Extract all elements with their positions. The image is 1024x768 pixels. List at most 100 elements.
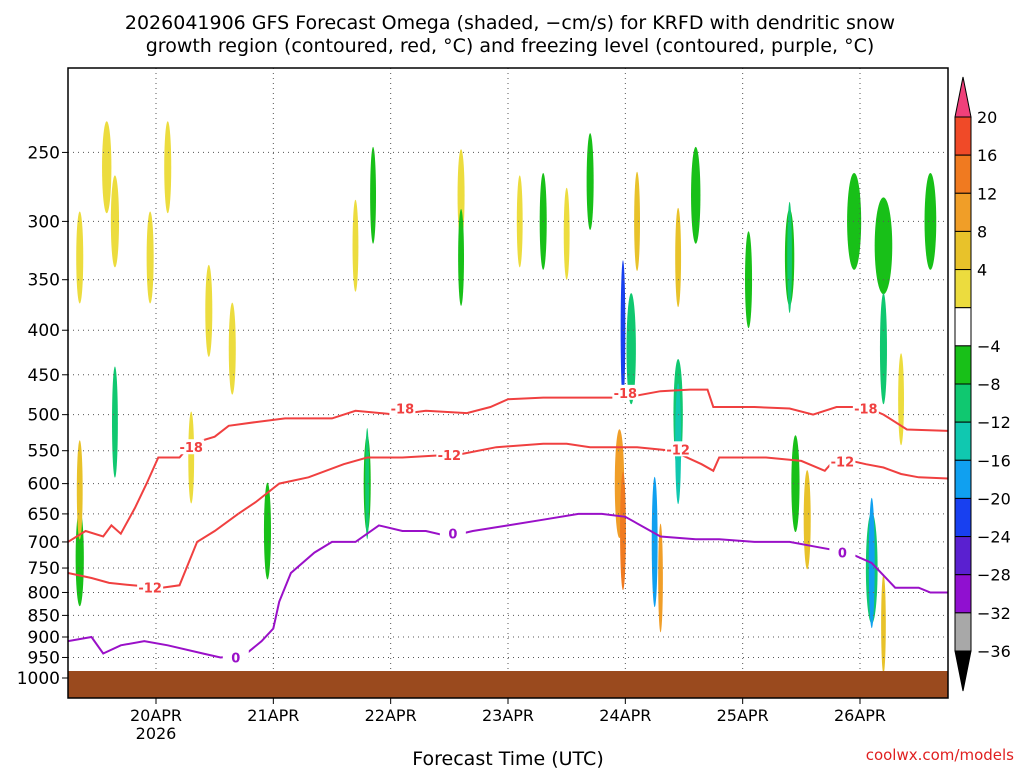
contour-label: -12 xyxy=(438,449,462,464)
omega-cell xyxy=(102,121,112,214)
colorbar-label: −36 xyxy=(977,642,1011,661)
omega-cell xyxy=(675,207,682,308)
y-tick-label: 950 xyxy=(28,648,60,668)
omega-cell xyxy=(188,411,195,504)
colorbar-segment xyxy=(954,612,972,652)
contour-label: -12 xyxy=(831,456,855,471)
omega-cell xyxy=(847,172,862,270)
y-tick-label: 550 xyxy=(28,442,60,462)
contour-label-bg xyxy=(612,384,639,400)
omega-cell xyxy=(924,172,937,270)
colorbar-segment xyxy=(954,421,972,461)
contour-label-bg xyxy=(389,400,416,416)
credit-text: coolwx.com/models xyxy=(866,746,1014,764)
colorbar-segment xyxy=(954,269,972,309)
y-tick-label: 250 xyxy=(28,143,60,163)
omega-cell xyxy=(803,470,811,570)
contour-label-bg xyxy=(439,525,466,541)
colorbar-label: −12 xyxy=(977,413,1011,432)
y-tick-label: 450 xyxy=(28,366,60,386)
colorbar-label: −28 xyxy=(977,566,1011,585)
contour-label-bg xyxy=(137,579,164,595)
colorbar-segment xyxy=(954,574,972,614)
y-tick-label: 700 xyxy=(28,533,60,553)
omega-cell xyxy=(112,366,118,478)
x-tick-label: 20APR xyxy=(130,706,182,725)
y-tick-label: 800 xyxy=(28,583,60,603)
colorbar-segment xyxy=(954,383,972,423)
omega-cell xyxy=(352,199,359,292)
x-tick-label: 26APR xyxy=(834,706,886,725)
y-tick-label: 400 xyxy=(28,321,60,341)
y-tick-label: 300 xyxy=(28,212,60,232)
omega-cell xyxy=(110,175,120,268)
omega-cell xyxy=(205,264,213,357)
contour-label: -12 xyxy=(138,582,162,597)
x-tick-label: 23APR xyxy=(482,706,534,725)
colorbar-label: −16 xyxy=(977,451,1011,470)
omega-cell xyxy=(620,471,626,591)
omega-cell xyxy=(626,293,636,405)
colorbar-segment xyxy=(954,230,972,271)
colorbar-label: 4 xyxy=(977,261,987,280)
omega-cell xyxy=(787,201,792,314)
omega-cell xyxy=(563,187,570,280)
x-axis-title: Forecast Time (UTC) xyxy=(412,748,603,768)
colorbar-label: 12 xyxy=(977,184,997,203)
y-tick-label: 750 xyxy=(28,559,60,579)
omega-cell xyxy=(370,146,377,244)
contour-label-bg xyxy=(665,441,692,457)
contour-label: -12 xyxy=(666,443,690,458)
x-tick-label: 21APR xyxy=(247,706,299,725)
colorbar-top-triangle xyxy=(954,76,972,118)
colorbar-segment xyxy=(954,116,972,156)
contour-line xyxy=(68,512,948,659)
colorbar-label: −24 xyxy=(977,528,1011,547)
colorbar-label: −8 xyxy=(977,375,1001,394)
omega-cell xyxy=(586,133,594,230)
colorbar-bottom-triangle xyxy=(954,650,972,692)
colorbar-segment xyxy=(954,154,972,194)
contour-label-bg xyxy=(436,446,463,462)
chart-title-line2: growth region (contoured, red, °C) and f… xyxy=(146,35,875,57)
omega-cell xyxy=(691,146,701,244)
colorbar-label: 16 xyxy=(977,146,997,165)
omega-cell xyxy=(881,574,886,674)
omega-cell xyxy=(658,523,663,633)
colorbar-label: 8 xyxy=(977,222,987,241)
colorbar-segment xyxy=(954,345,972,385)
contour-line xyxy=(68,388,948,543)
y-tick-label: 850 xyxy=(28,606,60,626)
contour-label: -18 xyxy=(179,441,203,456)
omega-cell xyxy=(634,171,640,271)
contour-label: 0 xyxy=(448,528,457,543)
contour-label: -18 xyxy=(854,403,878,418)
chart-title-line1: 2026041906 GFS Forecast Omega (shaded, −… xyxy=(125,12,895,34)
omega-cell xyxy=(76,440,83,540)
contour-label: -18 xyxy=(391,403,415,418)
contour-label: -18 xyxy=(614,387,638,402)
omega-cell xyxy=(365,428,370,540)
colorbar-segment xyxy=(954,497,972,538)
x-tick-label: 25APR xyxy=(717,706,769,725)
x-tick-label: 24APR xyxy=(599,706,651,725)
contour-label-bg xyxy=(829,544,856,560)
y-tick-label: 1000 xyxy=(17,669,60,689)
y-tick-label: 650 xyxy=(28,505,60,525)
contour-label: 0 xyxy=(838,547,847,562)
contour-label-bg xyxy=(829,453,856,469)
contour-label-bg xyxy=(178,439,205,455)
colorbar-segment xyxy=(954,459,972,499)
y-tick-label: 350 xyxy=(28,271,60,291)
contour-label-bg xyxy=(852,400,879,416)
omega-cell xyxy=(874,197,893,295)
colorbar-label: −20 xyxy=(977,489,1011,508)
omega-cell xyxy=(516,175,523,268)
omega-cell xyxy=(164,121,172,214)
omega-cell xyxy=(879,293,887,405)
x-tick-label: 22APR xyxy=(365,706,417,725)
contour-label-bg xyxy=(222,649,249,665)
y-tick-label: 600 xyxy=(28,475,60,495)
colorbar-segment xyxy=(954,192,972,232)
